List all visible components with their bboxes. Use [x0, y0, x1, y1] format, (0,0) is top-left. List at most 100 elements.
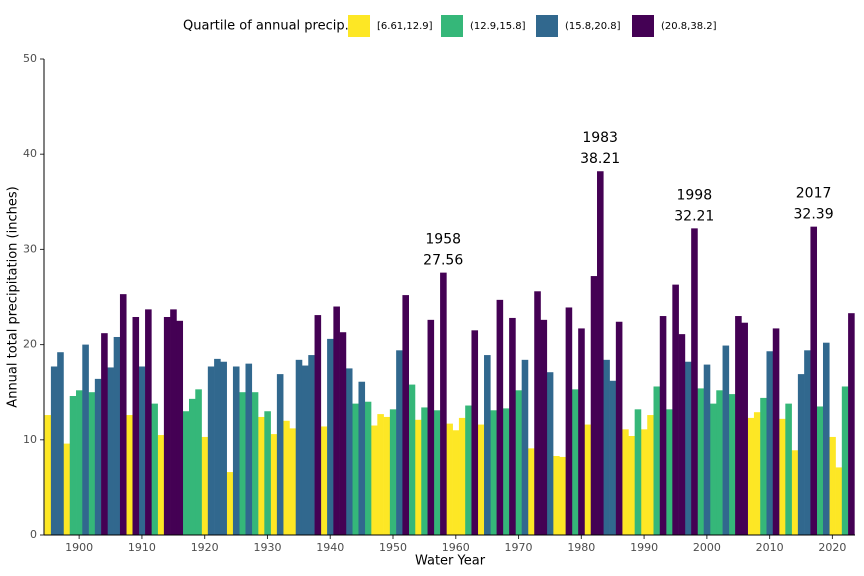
x-tick-label: 2020	[818, 541, 846, 554]
bar	[822, 342, 830, 535]
bar	[609, 380, 617, 535]
bar	[578, 328, 585, 535]
bar	[163, 316, 171, 535]
bar	[804, 350, 811, 535]
bar	[753, 412, 761, 535]
legend-label: [6.61,12.9]	[377, 21, 433, 32]
bar	[678, 334, 686, 535]
bar	[82, 344, 89, 535]
annotation-year: 1958	[425, 232, 461, 248]
bar	[640, 429, 648, 535]
bar	[119, 294, 127, 535]
annotation-value: 27.56	[423, 253, 463, 269]
bar	[521, 359, 529, 535]
bar	[396, 350, 403, 535]
annotation-value: 32.21	[674, 208, 714, 224]
bar	[628, 435, 635, 535]
bar	[615, 321, 623, 535]
bar	[446, 423, 453, 535]
bar	[157, 435, 165, 535]
bar	[791, 450, 799, 535]
bar	[371, 425, 378, 535]
bar	[502, 408, 510, 535]
bar	[44, 415, 52, 535]
y-tick-label: 40	[23, 147, 37, 160]
x-axis-title: Water Year	[415, 554, 486, 569]
legend-label: (15.8,20.8]	[565, 21, 621, 32]
bar	[433, 410, 441, 535]
bar	[195, 389, 202, 535]
bar	[728, 394, 736, 535]
y-axis-title: Annual total precipitation (inches)	[6, 186, 21, 407]
legend-title: Quartile of annual precip.	[183, 19, 349, 34]
bar	[571, 389, 579, 535]
bar	[358, 381, 366, 535]
bar	[94, 378, 102, 535]
y-tick-label: 30	[23, 242, 37, 255]
bar	[182, 411, 190, 535]
bar	[703, 364, 711, 535]
bar	[772, 328, 780, 535]
bar	[684, 361, 692, 535]
bar	[653, 386, 661, 535]
bar	[352, 403, 359, 535]
bar	[810, 226, 818, 535]
bar	[647, 415, 654, 535]
bar	[245, 363, 253, 535]
bar	[107, 367, 114, 535]
bar	[471, 330, 479, 535]
legend-label: (12.9,15.8]	[470, 21, 526, 32]
bar	[251, 392, 259, 535]
x-tick-label: 2000	[693, 541, 721, 554]
bar	[766, 351, 774, 535]
bar	[691, 228, 698, 536]
bar	[138, 366, 146, 535]
legend-swatch	[632, 15, 654, 37]
bar	[132, 316, 140, 535]
bar	[515, 390, 522, 535]
x-tick-label: 1950	[379, 541, 407, 554]
bar	[189, 398, 196, 535]
bar	[835, 467, 843, 535]
bar	[214, 358, 221, 535]
bar	[327, 338, 334, 535]
bar	[559, 456, 566, 535]
bar	[816, 406, 824, 535]
bar	[289, 428, 297, 535]
bar	[622, 429, 629, 535]
bar	[377, 414, 384, 535]
bar	[465, 405, 472, 535]
annotation-value: 38.21	[580, 151, 620, 167]
bar	[741, 322, 748, 535]
bar	[452, 430, 460, 535]
bar	[735, 316, 742, 535]
bar	[170, 309, 177, 535]
bar	[697, 388, 705, 535]
bar	[484, 355, 491, 535]
bar	[220, 361, 227, 535]
bar	[597, 171, 604, 536]
legend-swatch	[348, 15, 370, 37]
x-tick-label: 1920	[191, 541, 219, 554]
bar	[345, 368, 353, 535]
bar	[258, 416, 265, 535]
bar	[490, 410, 497, 535]
y-tick-label: 50	[23, 52, 37, 65]
x-tick-label: 1940	[316, 541, 344, 554]
legend-swatch	[536, 15, 558, 37]
x-tick-label: 1980	[567, 541, 595, 554]
bar	[88, 392, 96, 535]
bar	[301, 365, 309, 535]
legend-label: (20.8,38.2]	[661, 21, 717, 32]
bar	[584, 424, 592, 535]
bar	[76, 390, 83, 535]
bar	[496, 299, 504, 535]
bar	[414, 419, 422, 535]
bar	[333, 306, 340, 535]
bar	[841, 386, 849, 535]
x-tick-label: 1990	[630, 541, 658, 554]
bar	[546, 372, 554, 535]
bar	[716, 390, 723, 535]
annotation-year: 2017	[796, 186, 832, 202]
